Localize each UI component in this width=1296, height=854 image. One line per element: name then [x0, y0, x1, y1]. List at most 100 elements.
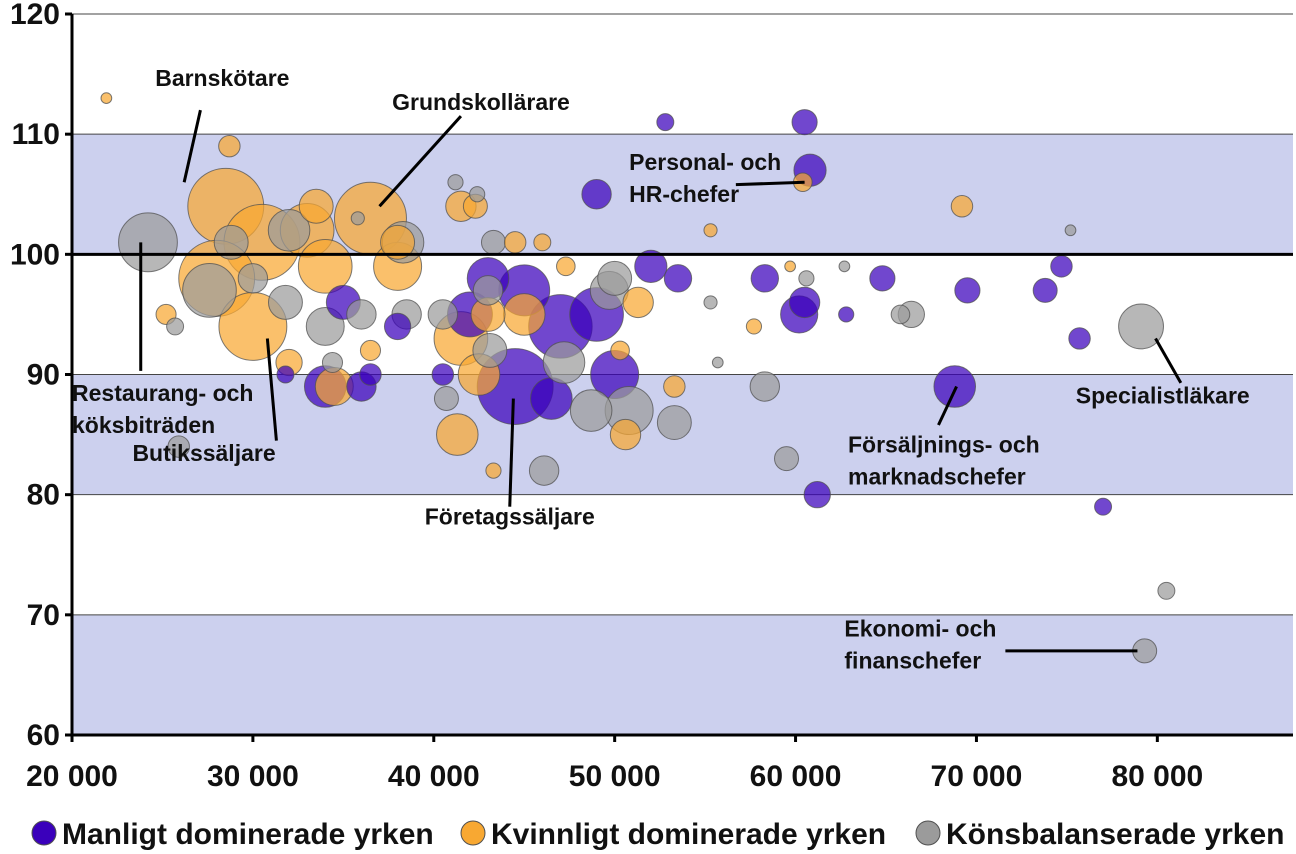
y-tick-label: 60: [27, 719, 60, 752]
bubble-point: [359, 339, 382, 362]
bubble-point: [1068, 327, 1091, 350]
bubble-point: [276, 365, 295, 384]
bubble-point: [656, 405, 692, 441]
bubble-point: [634, 249, 668, 283]
annotation-label: HR-chefer: [629, 181, 739, 207]
bubble-point: [609, 418, 642, 451]
bubble-point: [569, 389, 613, 432]
tick-labels: 60 70 80 90 100 110 120 20 000 30 000 40 000 50 00…: [10, 0, 1203, 793]
annotation-label: Barnskötare: [155, 65, 289, 91]
legend-marker: [915, 820, 941, 846]
bubble-point: [485, 462, 502, 479]
bubble-point: [703, 223, 718, 238]
bubble-point: [798, 270, 815, 287]
y-tick-label: 100: [10, 238, 60, 271]
y-tick-label: 80: [27, 479, 60, 512]
bubble-point: [502, 293, 546, 336]
legend-marker: [31, 820, 57, 846]
bubble-point: [838, 306, 855, 323]
bubble-point: [542, 341, 586, 384]
bubble-point: [346, 299, 377, 330]
bubble-point: [838, 260, 851, 273]
legend-label: Kvinnligt dominerade yrken: [491, 818, 886, 851]
annotation-leader-line: [735, 180, 805, 187]
bubble-point: [610, 340, 630, 361]
bubble-point: [167, 435, 190, 458]
bubble-point: [321, 351, 344, 374]
annotation-leader-line: [937, 385, 958, 426]
bubble-point: [182, 263, 237, 318]
x-tick-label: 40 000: [388, 760, 480, 793]
x-tick-label: 80 000: [1111, 760, 1203, 793]
y-tick-label: 70: [27, 599, 60, 632]
bubble-point: [1118, 303, 1165, 350]
bubble-point: [472, 332, 508, 368]
bubble-point: [663, 375, 686, 398]
annotation-leader-line: [265, 338, 278, 441]
bubble-point: [581, 179, 612, 210]
bubble-point: [480, 229, 506, 255]
bubble-point: [267, 284, 303, 320]
bubble-point: [380, 224, 416, 260]
annotation-label: finanschefer: [844, 647, 981, 673]
bubble-point: [118, 212, 178, 273]
legend: Manligt dominerade yrken Kvinnligt domine…: [31, 818, 1284, 851]
bubble-point: [1050, 255, 1073, 278]
y-tick-label: 120: [10, 0, 60, 31]
bubble-point: [890, 304, 911, 325]
bubble-point: [530, 377, 573, 420]
bubble-point: [213, 224, 249, 260]
annotation-label: köksbiträden: [72, 412, 215, 438]
bubble-point: [745, 318, 763, 335]
annotation-label: Företagssäljare: [425, 504, 595, 530]
bubble-point: [774, 446, 800, 472]
bubble-point: [656, 113, 675, 132]
bubble-point: [100, 92, 113, 104]
bubble-point: [784, 260, 796, 273]
bubble-point: [1094, 497, 1113, 516]
bubble-point: [436, 413, 479, 456]
y-tick-label: 110: [12, 118, 60, 151]
bubble-point: [427, 299, 459, 330]
annotation-leader-line: [378, 115, 463, 208]
annotation-label: marknadschefer: [848, 464, 1026, 490]
bubble-point: [298, 188, 334, 224]
annotation-label: Butikssäljare: [132, 440, 275, 466]
bubble-point: [447, 174, 464, 191]
bubble-point: [597, 260, 633, 296]
annotation-label: Försäljnings- och: [848, 432, 1040, 458]
bubble-point: [472, 275, 504, 306]
y-tick-label: 90: [27, 359, 60, 392]
x-tick-label: 30 000: [207, 760, 299, 793]
bubble-point: [1064, 224, 1077, 237]
bubble-point: [950, 195, 974, 218]
bubbles: [100, 92, 1176, 664]
bubble-point: [528, 455, 560, 486]
x-tick-label: 20 000: [26, 760, 118, 793]
bubble-point: [267, 209, 311, 252]
annotation-leader-line: [182, 109, 202, 183]
bubble-point: [469, 186, 486, 203]
annotation-label: Personal- och: [629, 149, 781, 175]
annotation-label: Ekonomi- och: [844, 615, 996, 641]
legend-marker: [460, 820, 486, 846]
annotation-leader-line: [508, 398, 515, 507]
bubble-point: [383, 312, 412, 341]
shaded-band: [72, 614, 1293, 735]
bubble-point: [749, 371, 781, 402]
bubble-point: [622, 286, 654, 319]
bubble-point: [503, 231, 527, 254]
bubble-point: [1157, 581, 1176, 600]
bubble-point: [433, 386, 459, 412]
bubble-point: [359, 363, 382, 386]
axes: [65, 12, 1293, 742]
bubble-point: [1032, 277, 1058, 303]
annotation-label: Grundskollärare: [392, 89, 570, 115]
x-tick-label: 50 000: [569, 760, 661, 793]
bubble-point: [869, 265, 896, 292]
bubble-point: [237, 263, 269, 294]
bubble-point: [556, 256, 576, 277]
legend-label: Manligt dominerade yrken: [62, 818, 434, 851]
bubble-point: [803, 481, 831, 509]
